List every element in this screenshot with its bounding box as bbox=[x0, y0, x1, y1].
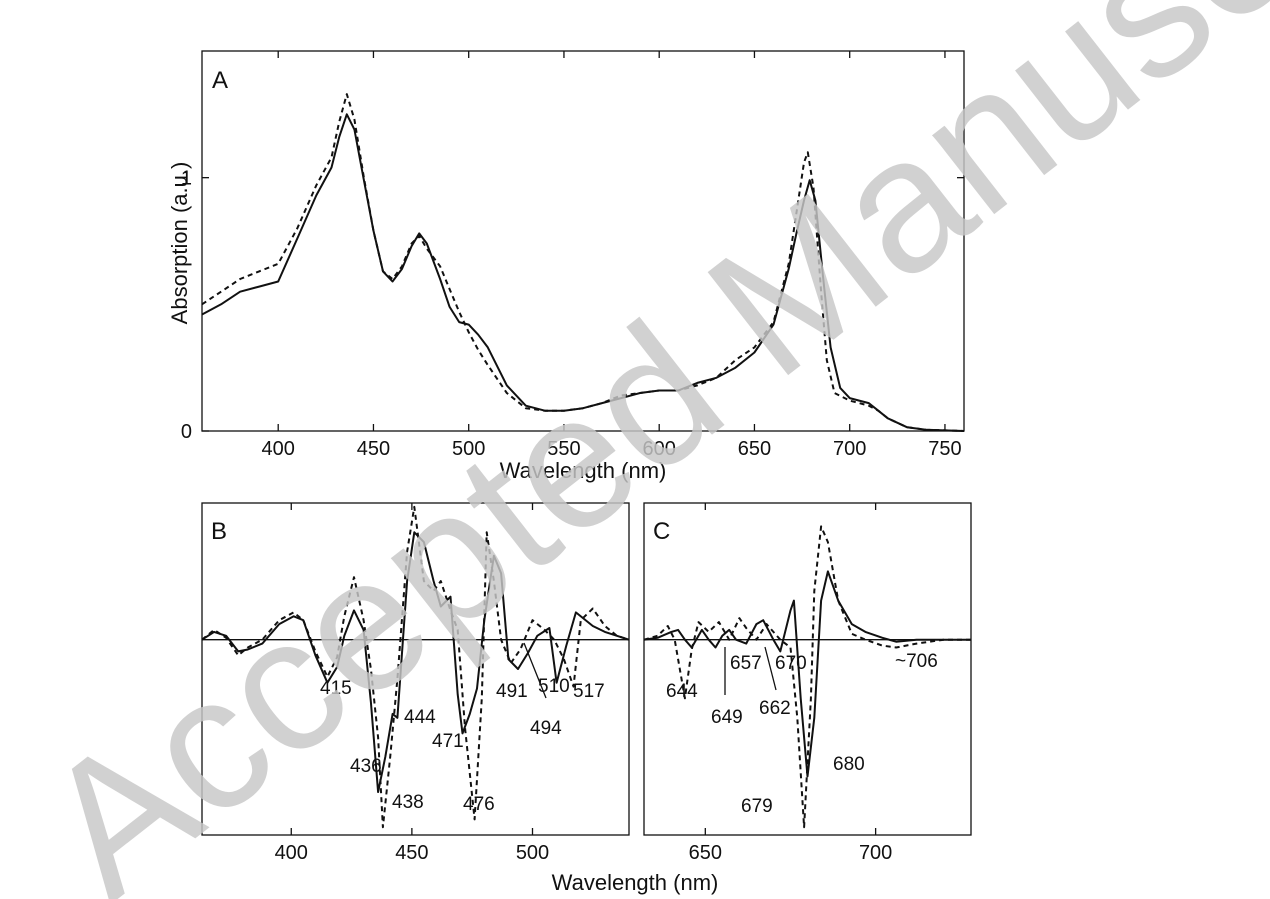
leader-662 bbox=[764, 646, 777, 691]
panel-c-label: C bbox=[653, 518, 670, 545]
annotation-510: 510 bbox=[538, 676, 570, 697]
panel-a-x-tick-label-700: 700 bbox=[833, 438, 866, 460]
panel-a-x-tick-label-500: 500 bbox=[452, 438, 485, 460]
panel-c: C 650 700 644 649 657 662 670 679 680 ~70… bbox=[643, 502, 972, 864]
panel-b: B 400 450 500 415 436 438 444 471 476 491 … bbox=[201, 502, 630, 864]
annotation-494: 494 bbox=[530, 718, 562, 739]
panel-a-y-tick-label-1: 1 bbox=[181, 168, 192, 190]
panel-a-x-axis-label: Wavelength (nm) bbox=[500, 458, 667, 483]
panel-c-x-tick-label-700: 700 bbox=[859, 842, 892, 864]
panel-a-y-tick-labels: 01 bbox=[181, 168, 192, 443]
annotation-444: 444 bbox=[404, 707, 436, 728]
annotation-679: 679 bbox=[741, 796, 773, 817]
panel-a-series-dashed bbox=[201, 93, 965, 432]
panel-a-x-tick-label-450: 450 bbox=[357, 438, 390, 460]
annotation-436: 436 bbox=[350, 756, 382, 777]
annotation-662: 662 bbox=[759, 698, 791, 719]
panel-a-ticks bbox=[202, 51, 964, 432]
leader-494 bbox=[523, 642, 547, 699]
watermark-text: Accepted Manuscript bbox=[5, 0, 1270, 899]
panel-b-x-tick-label-450: 450 bbox=[395, 842, 428, 864]
panel-b-frame bbox=[201, 502, 630, 836]
panel-a-frame bbox=[201, 50, 965, 432]
panel-a-label: A bbox=[212, 67, 228, 94]
bottom-x-axis-label: Wavelength (nm) bbox=[552, 870, 719, 895]
panel-a-x-tick-label-750: 750 bbox=[928, 438, 961, 460]
annotation-415: 415 bbox=[320, 678, 352, 699]
annotation-438: 438 bbox=[392, 792, 424, 813]
panel-a-y-axis-label: Absorption (a.u.) bbox=[167, 162, 192, 325]
panel-c-series-dashed bbox=[643, 525, 971, 829]
panel-b-x-tick-labels: 400 450 500 bbox=[275, 842, 550, 864]
panel-b-label: B bbox=[211, 518, 227, 545]
panel-a-y-tick-label-0: 0 bbox=[181, 421, 192, 443]
panel-a-x-tick-label-600: 600 bbox=[643, 438, 676, 460]
annotation-644: 644 bbox=[666, 681, 698, 702]
panel-c-x-tick-labels: 650 700 bbox=[689, 842, 893, 864]
panel-b-series-dashed bbox=[201, 505, 630, 829]
annotation-517: 517 bbox=[573, 681, 605, 702]
panel-a-x-tick-label-650: 650 bbox=[738, 438, 771, 460]
annotation-471: 471 bbox=[432, 731, 464, 752]
annotation-706: ~706 bbox=[895, 651, 938, 672]
annotation-657: 657 bbox=[730, 653, 762, 674]
annotation-476: 476 bbox=[463, 794, 495, 815]
panel-a-x-tick-label-550: 550 bbox=[547, 438, 580, 460]
panel-b-x-tick-label-400: 400 bbox=[275, 842, 308, 864]
panel-b-ticks bbox=[290, 503, 534, 835]
panel-a-x-tick-labels: 400 450 500 550 600 650 700 750 bbox=[262, 438, 962, 460]
panel-c-x-tick-label-650: 650 bbox=[689, 842, 722, 864]
panel-c-ticks bbox=[704, 503, 877, 835]
annotation-649: 649 bbox=[711, 707, 743, 728]
panel-a-x-tick-label-400: 400 bbox=[262, 438, 295, 460]
annotation-670: 670 bbox=[775, 653, 807, 674]
panel-c-frame bbox=[643, 502, 972, 836]
annotation-680: 680 bbox=[833, 754, 865, 775]
panel-a: A 01 400 450 500 550 600 650 700 750 Wavelength… bbox=[167, 50, 965, 483]
panel-b-x-tick-label-500: 500 bbox=[516, 842, 549, 864]
annotation-491: 491 bbox=[496, 681, 528, 702]
